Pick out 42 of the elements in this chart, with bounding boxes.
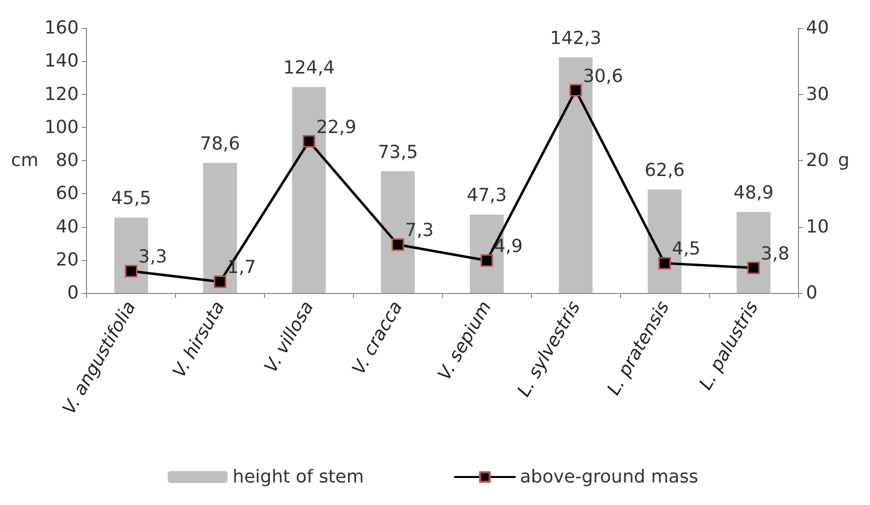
data-label: 1,7: [227, 257, 256, 278]
data-label: 22,9: [316, 116, 356, 138]
y-tick-label: 60: [56, 183, 79, 204]
point: [214, 275, 226, 288]
y-tick-label: 0: [67, 282, 79, 304]
y-tick-label: 80: [56, 150, 79, 171]
data-label: 47,3: [466, 185, 507, 206]
data-label: 7,3: [405, 220, 434, 242]
data-label: 124,4: [283, 57, 335, 78]
data-label: 30,6: [582, 66, 624, 87]
y-tick-label: 140: [44, 50, 79, 72]
y-tick-label: 40: [56, 216, 79, 238]
data-label: 45,5: [111, 188, 152, 210]
y2-tick-label: 30: [806, 84, 829, 105]
data-label: 73,5: [378, 142, 418, 163]
point: [747, 262, 760, 274]
data-label: 4,5: [672, 238, 701, 260]
data-label: 48,9: [734, 182, 774, 204]
y2-tick-label: 0: [806, 282, 818, 304]
y2-tick-label: 10: [806, 216, 829, 238]
data-label: 4,9: [494, 236, 523, 258]
legend-label: above-ground mass: [520, 466, 698, 488]
data-label: 78,6: [200, 133, 240, 154]
data-label: 142,3: [550, 28, 602, 49]
y-tick-label: 20: [56, 249, 79, 270]
data-label: 62,6: [644, 160, 685, 181]
data-label: 3,8: [760, 243, 790, 264]
point: [569, 84, 582, 97]
y-axis-title: cm: [10, 150, 38, 171]
y2-tick-label: 40: [806, 18, 829, 38]
point: [302, 135, 316, 148]
legend-label: height of stem: [232, 466, 364, 488]
y2-tick-label: 20: [806, 150, 829, 171]
point: [392, 238, 404, 251]
point: [124, 264, 138, 278]
y-tick-label: 100: [44, 116, 79, 138]
point: [658, 256, 671, 270]
data-label: 3,3: [138, 246, 168, 268]
y-tick-label: 160: [44, 18, 79, 38]
y2-axis-title: g: [838, 150, 850, 171]
y-tick-label: 120: [44, 84, 79, 105]
point: [480, 254, 494, 267]
